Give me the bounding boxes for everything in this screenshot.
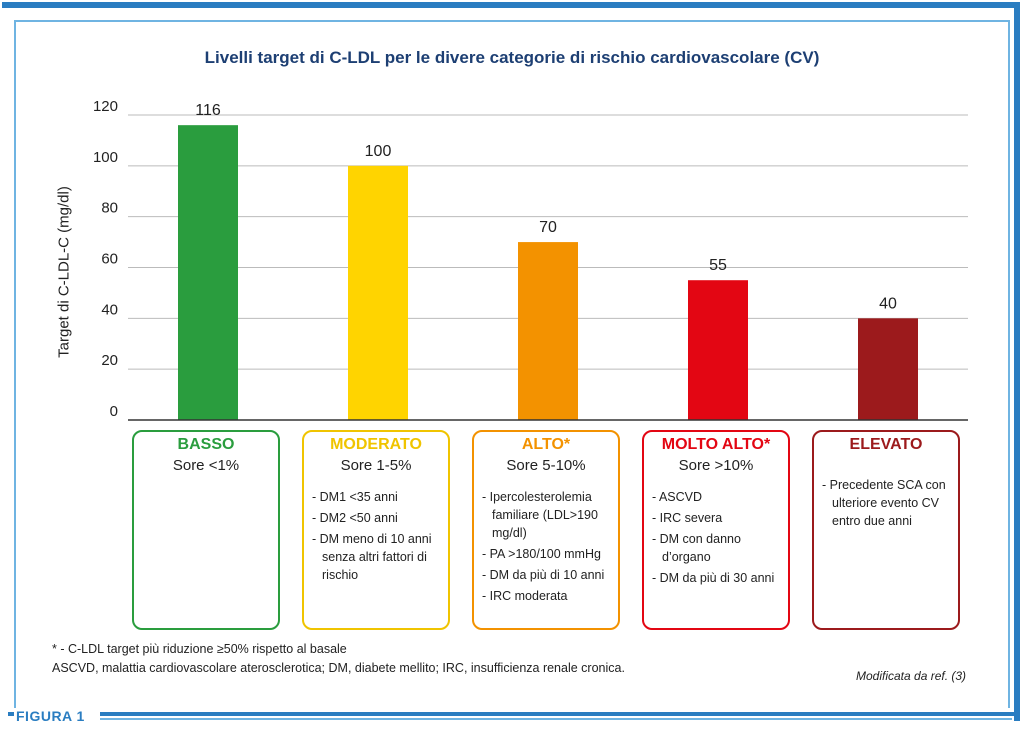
footnote-abbreviations: ASCVD, malattia cardiovascolare ateroscl… — [52, 661, 625, 675]
y-tick-label: 100 — [93, 149, 118, 166]
frame-bottom-inner — [100, 718, 1012, 720]
frame-bottom-left — [8, 712, 14, 716]
y-tick-label: 120 — [93, 98, 118, 115]
bar-value-label: 70 — [539, 219, 557, 236]
frame-outer — [2, 2, 1020, 721]
category-box: BASSO Sore <1% — [132, 430, 280, 630]
criteria-item: - DM con danno d’organo — [652, 532, 741, 564]
category-score: Sore >10% — [678, 457, 754, 474]
category-name: MODERATO — [330, 436, 422, 453]
category-name: BASSO — [177, 436, 235, 453]
criteria-item: - DM2 <50 anni — [312, 511, 398, 525]
bar-basso — [178, 125, 238, 421]
bar-moderato — [348, 165, 408, 420]
category-criteria-list: - ASCVD - IRC severa - DM con danno d’orga… — [644, 488, 788, 587]
category-criteria-list: - Ipercolesterolemia familiare (LDL>190 … — [474, 488, 618, 605]
criteria-item: - DM da più di 10 anni — [482, 568, 605, 582]
criteria-item: - ASCVD — [652, 490, 703, 504]
category-name: ELEVATO — [849, 436, 923, 453]
bar-value-label: 40 — [879, 295, 897, 312]
category-box: MOLTO ALTO* Sore >10% - ASCVD - IRC severa -… — [642, 430, 790, 630]
criteria-item: - IRC severa — [652, 511, 723, 525]
criteria-item: - DM1 <35 anni — [312, 490, 398, 504]
frame-inner — [14, 20, 1010, 708]
criteria-item: - DM da più di 30 anni — [652, 571, 775, 585]
category-box: MODERATO Sore 1-5% - DM1 <35 anni - DM2 <50… — [302, 430, 450, 630]
criteria-item: - DM meno di 10 anni senza altri fattori… — [312, 532, 432, 582]
y-tick-label: 60 — [101, 251, 118, 268]
footnote-target: * - C-LDL target più riduzione ≥50% risp… — [52, 642, 347, 656]
category-score: Sore 1-5% — [340, 457, 412, 474]
category-box: ALTO* Sore 5-10% - Ipercolesterolemia fami… — [472, 430, 620, 630]
bar-molto-alto — [688, 280, 748, 420]
bar-alto — [518, 242, 578, 420]
category-criteria-list: - DM1 <35 anni - DM2 <50 anni - DM meno di… — [304, 488, 448, 584]
criteria-item: - PA >180/100 mmHg — [482, 547, 601, 561]
bar-value-label: 55 — [709, 257, 727, 274]
category-box: ELEVATO - Precedente SCA con ulteriore ev… — [812, 430, 960, 630]
criteria-item: - Ipercolesterolemia familiare (LDL>190 … — [482, 490, 598, 540]
bars — [178, 125, 918, 421]
frame-bottom — [100, 712, 1018, 716]
criteria-item: - IRC moderata — [482, 589, 568, 603]
chart-title: Livelli target di C-LDL per le divere ca… — [204, 48, 820, 67]
category-name: ALTO* — [521, 436, 571, 453]
y-tick-label: 0 — [110, 403, 118, 420]
category-score: Sore <1% — [172, 457, 240, 474]
figure-label: FIGURA 1 — [16, 708, 85, 724]
bar-value-label: 100 — [365, 143, 392, 160]
bar-value-label: 116 — [195, 102, 221, 119]
category-score: Sore 5-10% — [506, 457, 586, 474]
y-tick-label: 20 — [101, 352, 118, 369]
y-tick-label: 40 — [101, 301, 118, 318]
criteria-item: - Precedente SCA con ulteriore evento CV… — [822, 478, 946, 528]
bar-elevato — [858, 318, 918, 420]
category-name: MOLTO ALTO* — [661, 436, 771, 453]
y-tick-labels: 0 20 40 60 80 100 120 — [93, 98, 118, 420]
y-axis-label: Target di C-LDL-C (mg/dl) — [55, 186, 73, 358]
data-labels: 116 100 70 55 40 — [195, 102, 897, 312]
y-tick-label: 80 — [101, 200, 118, 217]
source-note: Modificata da ref. (3) — [856, 669, 967, 683]
category-criteria-list: - Precedente SCA con ulteriore evento CV… — [814, 476, 958, 530]
